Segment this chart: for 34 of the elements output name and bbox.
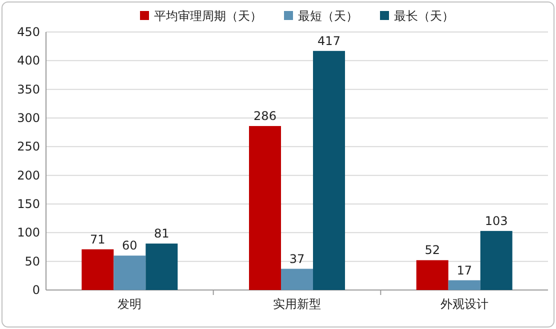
- y-tick-label: 400: [17, 54, 40, 68]
- bar: [313, 50, 345, 290]
- data-label: 52: [424, 243, 440, 258]
- bar: [480, 230, 512, 290]
- bar: [114, 256, 146, 290]
- data-label: 60: [122, 238, 138, 253]
- data-label: 17: [456, 263, 472, 278]
- legend-label: 最长（天）: [394, 9, 454, 23]
- x-tick-label: 发明: [118, 297, 142, 311]
- y-tick-label: 0: [32, 283, 40, 297]
- y-tick-label: 100: [17, 226, 40, 240]
- y-tick-label: 250: [17, 140, 40, 154]
- bar: [416, 260, 448, 290]
- y-tick-label: 300: [17, 111, 40, 125]
- y-tick-label: 200: [17, 168, 40, 182]
- data-label: 37: [289, 252, 305, 266]
- data-label: 81: [154, 226, 170, 241]
- bar: [281, 268, 313, 290]
- legend-label: 平均审理周期（天）: [154, 9, 262, 23]
- data-label: 71: [90, 232, 106, 246]
- bar: [448, 280, 480, 290]
- bar: [146, 244, 178, 290]
- y-tick-label: 350: [17, 82, 40, 96]
- bar: [249, 126, 281, 290]
- data-label: 103: [484, 214, 508, 228]
- bar: [82, 249, 114, 290]
- legend-label: 最短（天）: [298, 9, 358, 23]
- y-tick-label: 50: [24, 254, 40, 268]
- data-label: 417: [318, 34, 340, 48]
- data-label: 286: [254, 109, 276, 124]
- y-tick-label: 150: [17, 197, 40, 211]
- x-tick-label: 外观设计: [440, 297, 488, 311]
- y-tick-label: 450: [17, 25, 40, 39]
- x-tick-label: 实用新型: [273, 297, 321, 311]
